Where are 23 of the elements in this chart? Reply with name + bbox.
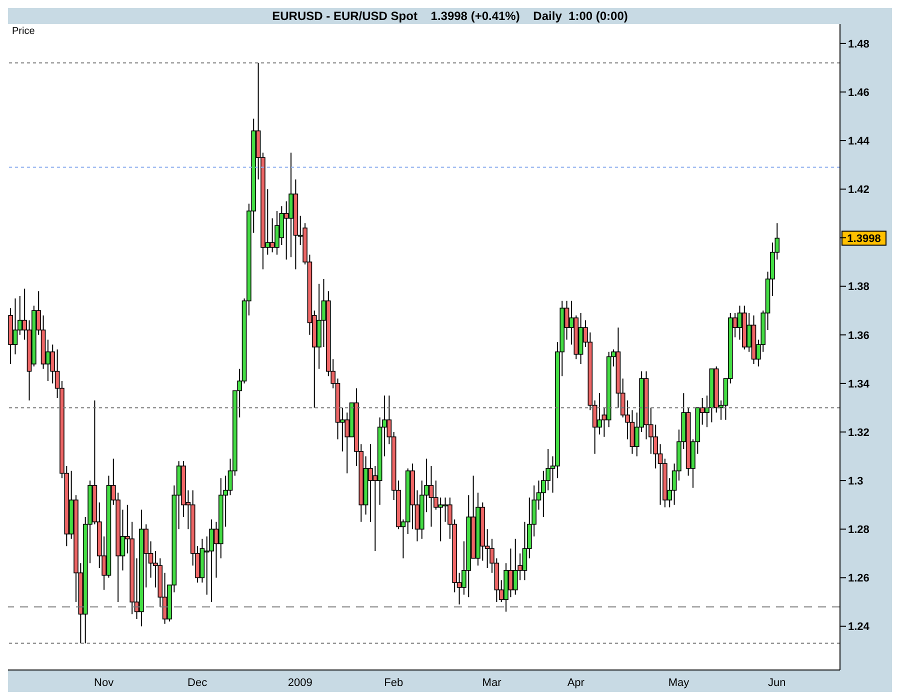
annotation: 1.3998 — [847, 233, 881, 246]
y-tick-label: 1.34 — [848, 378, 870, 390]
y-tick-label: 1.28 — [848, 524, 870, 536]
chart-title: EURUSD - EUR/USD Spot 1.3998 (+0.41%) Daily 1:00 (0:00) — [271, 8, 629, 24]
y-tick-label: 1.32 — [848, 426, 870, 439]
x-tick-label: Apr — [567, 676, 585, 689]
x-tick-label: Nov — [94, 676, 114, 689]
x-tick-label: Mar — [482, 676, 502, 689]
x-tick-label: May — [668, 676, 690, 689]
y-tick-label: 1.46 — [848, 86, 870, 99]
x-tick-label: Jun — [768, 676, 786, 689]
y-tick-label: 1.48 — [848, 38, 870, 50]
y-axis-title: Price — [12, 26, 35, 37]
y-tick-label: 1.38 — [848, 281, 870, 294]
x-tick-label: Feb — [384, 676, 404, 689]
x-tick-label: Dec — [188, 676, 208, 689]
y-tick-label: 1.3 — [848, 475, 864, 488]
y-tick-label: 1.24 — [848, 621, 870, 634]
y-tick-label: 1.26 — [848, 572, 870, 585]
y-tick-label: 1.44 — [848, 135, 870, 148]
y-tick-label: 1.42 — [848, 184, 870, 196]
x-tick-label: 2009 — [288, 676, 312, 689]
y-tick-label: 1.36 — [848, 330, 870, 342]
